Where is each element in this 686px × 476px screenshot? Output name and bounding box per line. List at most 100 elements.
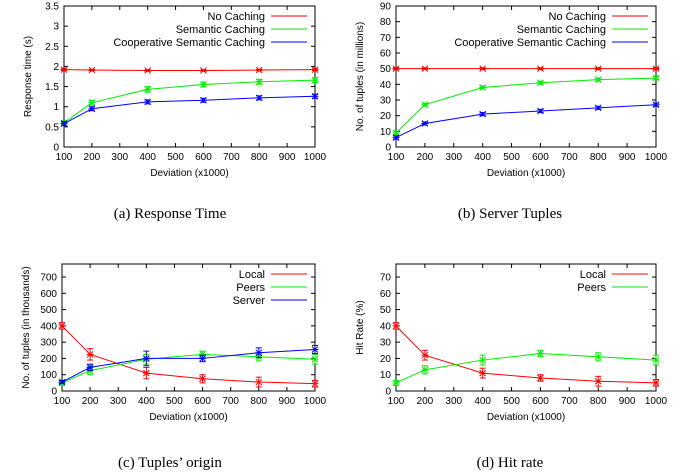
legend-label: No Caching: [208, 11, 265, 23]
series-local: [58, 322, 319, 388]
x-tick-label: 400: [474, 152, 491, 163]
data-point: [479, 369, 487, 377]
data-point: [255, 378, 263, 386]
data-point: [199, 81, 207, 88]
data-point: [58, 322, 66, 330]
series-semantic-caching: [60, 76, 319, 127]
data-point: [421, 65, 429, 73]
x-tick-label: 300: [111, 152, 128, 163]
figure-caption: (b) Server Tuples: [458, 206, 562, 222]
x-tick-label: 100: [56, 152, 73, 163]
y-axis-label: Response time (s): [23, 36, 34, 117]
y-tick-label: 40: [380, 321, 392, 332]
data-point: [88, 105, 96, 113]
data-point: [594, 353, 602, 361]
data-point: [311, 380, 319, 388]
x-tick-label: 200: [82, 396, 99, 407]
data-point: [594, 76, 602, 83]
series-cooperative-semantic-caching: [392, 101, 660, 141]
data-point: [311, 92, 319, 100]
series-semantic-caching: [392, 74, 660, 137]
x-tick-label: 100: [54, 396, 71, 407]
x-tick-label: 1000: [304, 396, 327, 407]
y-tick-label: 30: [380, 338, 392, 349]
data-point: [86, 364, 94, 371]
x-tick-label: 800: [590, 152, 607, 163]
y-tick-label: 10: [380, 370, 392, 381]
x-tick-label: 800: [250, 396, 267, 407]
y-tick-label: 500: [40, 305, 57, 316]
data-point: [652, 65, 660, 73]
legend-label: Cooperative Semantic Caching: [113, 37, 265, 49]
y-tick-label: 200: [40, 354, 57, 365]
y-axis-label: Hit Rate (%): [355, 300, 366, 354]
data-point: [479, 110, 487, 118]
y-tick-label: 60: [380, 49, 392, 60]
data-point: [392, 379, 400, 387]
series-line: [61, 348, 316, 383]
series-no-caching: [392, 65, 660, 73]
data-point: [199, 67, 207, 74]
x-axis-label: Deviation (x1000): [150, 168, 228, 179]
y-tick-label: 10: [380, 127, 392, 138]
data-point: [479, 356, 487, 364]
x-tick-label: 400: [474, 396, 491, 407]
data-point: [652, 356, 660, 364]
x-tick-label: 700: [222, 396, 239, 407]
y-tick-label: 20: [380, 111, 392, 122]
x-tick-label: 800: [251, 152, 268, 163]
plot-frame: [395, 263, 657, 392]
y-tick-label: 1.5: [45, 82, 59, 93]
chart-d: 100 200 300 400 500 600 700 800 900 1000 0 10 20 30 40…: [355, 263, 668, 471]
x-tick-label: 400: [138, 396, 155, 407]
y-tick-label: 2.5: [45, 42, 59, 53]
y-tick-label: 40: [380, 80, 392, 91]
data-point: [311, 346, 319, 353]
plot-frame: [63, 5, 316, 148]
data-point: [199, 96, 207, 104]
legend-label: Server: [233, 295, 266, 307]
data-point: [392, 134, 400, 141]
series-line: [63, 79, 316, 124]
y-tick-label: 50: [380, 64, 392, 75]
data-point: [255, 78, 263, 86]
x-tick-label: 600: [195, 152, 212, 163]
legend-label: Local: [239, 269, 265, 281]
x-tick-label: 800: [590, 396, 607, 407]
figure-caption: (c) Tuples’ origin: [118, 455, 222, 471]
x-tick-label: 400: [139, 152, 156, 163]
x-tick-label: 100: [388, 396, 405, 407]
series-line: [61, 353, 316, 384]
legend-label: No Caching: [549, 11, 606, 23]
data-point: [536, 79, 544, 87]
data-point: [199, 355, 207, 362]
x-tick-label: 600: [532, 396, 549, 407]
y-tick-label: 0: [385, 387, 391, 398]
y-tick-label: 0: [51, 387, 57, 398]
y-tick-label: 100: [40, 370, 57, 381]
x-tick-label: 900: [619, 396, 636, 407]
data-point: [652, 379, 660, 387]
figure-caption: (a) Response Time: [114, 206, 227, 222]
legend-label: Semantic Caching: [176, 24, 265, 36]
series-line: [63, 69, 316, 71]
data-point: [421, 120, 429, 127]
x-tick-label: 200: [84, 152, 101, 163]
series-line: [63, 95, 316, 125]
y-tick-label: 20: [380, 354, 392, 365]
y-tick-label: 1: [53, 102, 59, 113]
x-tick-label: 900: [279, 396, 296, 407]
x-tick-label: 300: [445, 396, 462, 407]
x-tick-label: 700: [561, 396, 578, 407]
data-point: [255, 349, 263, 357]
data-point: [421, 101, 429, 109]
y-tick-label: 70: [380, 33, 392, 44]
y-tick-label: 400: [40, 321, 57, 332]
legend-label: Peers: [577, 282, 606, 294]
data-point: [652, 101, 660, 109]
data-point: [479, 84, 487, 91]
x-tick-label: 1000: [645, 396, 668, 407]
legend-label: Semantic Caching: [517, 24, 606, 36]
data-point: [311, 355, 319, 363]
x-tick-label: 1000: [645, 152, 668, 163]
